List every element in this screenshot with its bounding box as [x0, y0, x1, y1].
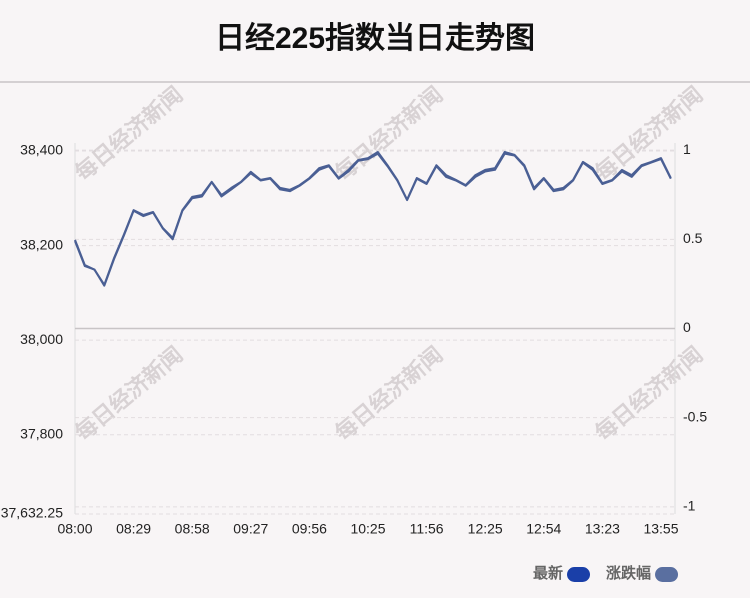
x-tick-label: 11:56 — [410, 521, 444, 537]
x-tick-label: 09:56 — [292, 521, 327, 537]
legend-swatch — [655, 567, 679, 582]
y2-tick-label: 0.5 — [683, 230, 703, 246]
y-tick-label: 38,200 — [20, 236, 63, 252]
y2-tick-label: 0 — [683, 319, 691, 335]
y-tick-label: 38,400 — [20, 142, 63, 158]
plot-area: 38,400 38,200 38,000 37,800 37,632.25 1 0.5 0 -0… — [1, 141, 708, 537]
x-tick-label: 12:25 — [468, 521, 503, 537]
x-tick-label: 08:29 — [116, 521, 151, 537]
y2-tick-label: -0.5 — [683, 408, 707, 424]
y2-tick-label: 1 — [683, 141, 691, 157]
x-tick-label: 09:27 — [233, 521, 268, 537]
x-tick-label: 08:00 — [57, 521, 92, 537]
chart-title: 日经225指数当日走势图 — [215, 21, 535, 55]
x-tick-label: 08:58 — [175, 521, 210, 537]
legend-label: 涨跌幅 — [606, 564, 651, 582]
x-tick-label: 12:54 — [526, 521, 561, 537]
y-tick-label: 37,800 — [20, 425, 63, 441]
legend-label: 最新 — [533, 564, 563, 582]
x-tick-label: 13:23 — [585, 521, 620, 537]
x-tick-label: 10:25 — [350, 521, 385, 537]
y2-tick-label: -1 — [683, 498, 696, 514]
series-line — [74, 152, 672, 287]
legend-swatch — [567, 567, 591, 582]
y-tick-label: 37,632.25 — [1, 505, 63, 521]
x-tick-label: 13:55 — [643, 521, 678, 537]
y-tick-label: 38,000 — [20, 331, 63, 347]
